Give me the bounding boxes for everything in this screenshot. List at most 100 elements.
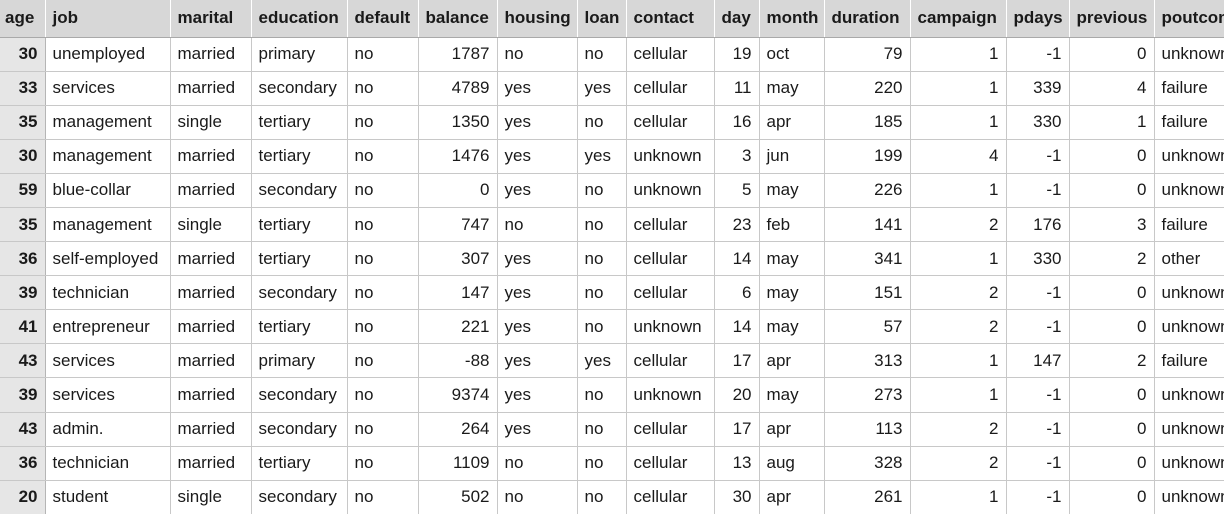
cell-loan[interactable]: no: [577, 446, 627, 481]
cell-marital[interactable]: married: [170, 412, 252, 447]
cell-marital[interactable]: married: [170, 241, 252, 277]
cell-duration[interactable]: 113: [824, 412, 911, 447]
cell-poutcome[interactable]: failure: [1154, 105, 1224, 140]
cell-marital[interactable]: married: [170, 377, 252, 413]
cell-day[interactable]: 3: [714, 139, 760, 174]
cell-campaign[interactable]: 2: [910, 446, 1007, 481]
cell-contact[interactable]: cellular: [626, 480, 715, 514]
cell-day[interactable]: 16: [714, 105, 760, 140]
column-header-job[interactable]: job: [45, 0, 171, 38]
cell-default[interactable]: no: [347, 241, 419, 277]
cell-poutcome[interactable]: unknown: [1154, 139, 1224, 174]
cell-pdays[interactable]: -1: [1006, 37, 1070, 72]
column-header-contact[interactable]: contact: [626, 0, 715, 38]
cell-balance[interactable]: 0: [418, 173, 498, 208]
cell-previous[interactable]: 3: [1069, 207, 1155, 243]
cell-age[interactable]: 35: [0, 105, 46, 140]
cell-housing[interactable]: yes: [497, 412, 578, 447]
cell-contact[interactable]: unknown: [626, 377, 715, 413]
cell-poutcome[interactable]: failure: [1154, 343, 1224, 379]
cell-housing[interactable]: yes: [497, 241, 578, 277]
cell-previous[interactable]: 0: [1069, 309, 1155, 345]
cell-campaign[interactable]: 1: [910, 173, 1007, 208]
cell-month[interactable]: may: [759, 173, 825, 208]
cell-month[interactable]: may: [759, 377, 825, 413]
cell-housing[interactable]: yes: [497, 309, 578, 345]
column-header-education[interactable]: education: [251, 0, 348, 38]
cell-age[interactable]: 43: [0, 412, 46, 447]
cell-age[interactable]: 59: [0, 173, 46, 208]
cell-month[interactable]: may: [759, 241, 825, 277]
cell-education[interactable]: primary: [251, 37, 348, 72]
cell-job[interactable]: management: [45, 139, 171, 174]
cell-campaign[interactable]: 2: [910, 207, 1007, 243]
cell-job[interactable]: management: [45, 207, 171, 243]
cell-default[interactable]: no: [347, 412, 419, 447]
cell-month[interactable]: jun: [759, 139, 825, 174]
cell-contact[interactable]: cellular: [626, 446, 715, 481]
cell-pdays[interactable]: -1: [1006, 412, 1070, 447]
cell-age[interactable]: 39: [0, 275, 46, 311]
cell-day[interactable]: 30: [714, 480, 760, 514]
column-header-campaign[interactable]: campaign: [910, 0, 1007, 38]
cell-previous[interactable]: 4: [1069, 71, 1155, 106]
cell-default[interactable]: no: [347, 207, 419, 243]
cell-contact[interactable]: unknown: [626, 309, 715, 345]
column-header-pdays[interactable]: pdays: [1006, 0, 1070, 38]
cell-pdays[interactable]: 330: [1006, 241, 1070, 277]
cell-housing[interactable]: yes: [497, 105, 578, 140]
cell-balance[interactable]: 307: [418, 241, 498, 277]
cell-poutcome[interactable]: other: [1154, 241, 1224, 277]
cell-day[interactable]: 19: [714, 37, 760, 72]
cell-previous[interactable]: 0: [1069, 275, 1155, 311]
cell-job[interactable]: entrepreneur: [45, 309, 171, 345]
cell-job[interactable]: services: [45, 377, 171, 413]
cell-previous[interactable]: 0: [1069, 480, 1155, 514]
cell-default[interactable]: no: [347, 309, 419, 345]
cell-default[interactable]: no: [347, 71, 419, 106]
cell-poutcome[interactable]: unknown: [1154, 309, 1224, 345]
cell-duration[interactable]: 328: [824, 446, 911, 481]
cell-campaign[interactable]: 2: [910, 275, 1007, 311]
cell-pdays[interactable]: -1: [1006, 275, 1070, 311]
cell-default[interactable]: no: [347, 343, 419, 379]
cell-poutcome[interactable]: unknown: [1154, 37, 1224, 72]
cell-month[interactable]: apr: [759, 412, 825, 447]
cell-age[interactable]: 30: [0, 37, 46, 72]
cell-marital[interactable]: married: [170, 139, 252, 174]
column-header-duration[interactable]: duration: [824, 0, 911, 38]
cell-poutcome[interactable]: unknown: [1154, 446, 1224, 481]
cell-loan[interactable]: no: [577, 275, 627, 311]
cell-campaign[interactable]: 4: [910, 139, 1007, 174]
cell-pdays[interactable]: -1: [1006, 377, 1070, 413]
cell-campaign[interactable]: 1: [910, 37, 1007, 72]
column-header-poutcome[interactable]: poutcome: [1154, 0, 1224, 38]
cell-education[interactable]: tertiary: [251, 446, 348, 481]
cell-marital[interactable]: married: [170, 37, 252, 72]
cell-day[interactable]: 23: [714, 207, 760, 243]
cell-duration[interactable]: 57: [824, 309, 911, 345]
cell-pdays[interactable]: -1: [1006, 309, 1070, 345]
cell-default[interactable]: no: [347, 480, 419, 514]
cell-loan[interactable]: no: [577, 377, 627, 413]
cell-duration[interactable]: 220: [824, 71, 911, 106]
cell-pdays[interactable]: -1: [1006, 446, 1070, 481]
cell-loan[interactable]: yes: [577, 343, 627, 379]
cell-education[interactable]: primary: [251, 343, 348, 379]
cell-marital[interactable]: single: [170, 105, 252, 140]
cell-balance[interactable]: 4789: [418, 71, 498, 106]
cell-loan[interactable]: no: [577, 412, 627, 447]
cell-duration[interactable]: 199: [824, 139, 911, 174]
cell-marital[interactable]: married: [170, 173, 252, 208]
cell-loan[interactable]: yes: [577, 71, 627, 106]
cell-loan[interactable]: no: [577, 309, 627, 345]
cell-contact[interactable]: cellular: [626, 275, 715, 311]
cell-loan[interactable]: no: [577, 480, 627, 514]
cell-job[interactable]: blue-collar: [45, 173, 171, 208]
cell-contact[interactable]: cellular: [626, 241, 715, 277]
cell-pdays[interactable]: 147: [1006, 343, 1070, 379]
cell-age[interactable]: 41: [0, 309, 46, 345]
cell-pdays[interactable]: -1: [1006, 139, 1070, 174]
cell-default[interactable]: no: [347, 139, 419, 174]
cell-housing[interactable]: yes: [497, 71, 578, 106]
